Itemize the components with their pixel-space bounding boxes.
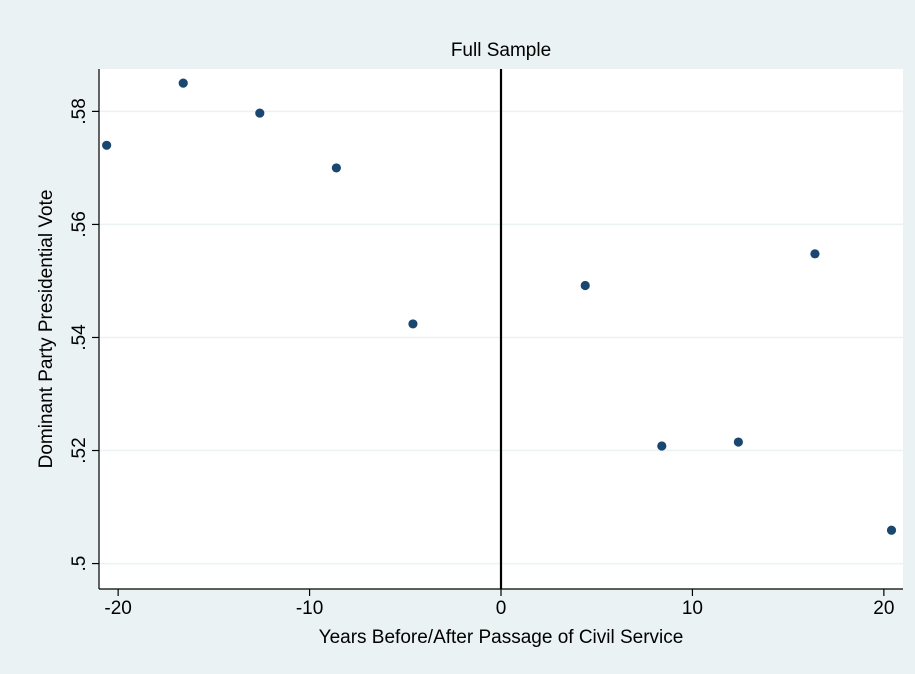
data-point (810, 249, 820, 259)
x-tick-label: 10 (682, 598, 703, 619)
data-point (102, 140, 112, 150)
x-tick-label: -20 (104, 598, 131, 619)
x-tick-label: -10 (296, 598, 323, 619)
chart-title: Full Sample (451, 40, 551, 61)
y-tick-label: .56 (69, 211, 90, 237)
data-point (255, 108, 265, 118)
data-point (408, 319, 418, 329)
x-axis-label: Years Before/After Passage of Civil Serv… (319, 627, 684, 648)
y-tick-label: .5 (69, 556, 90, 572)
x-tick-label: 20 (873, 598, 894, 619)
x-tick-label: 0 (496, 598, 507, 619)
data-point (178, 78, 188, 88)
data-point (331, 163, 341, 173)
y-axis-label: Dominant Party Presidential Vote (36, 190, 57, 469)
data-point (733, 437, 743, 447)
y-tick-label: .58 (69, 98, 90, 124)
data-point (580, 280, 590, 291)
data-points (102, 78, 897, 535)
y-tick-label: .54 (69, 324, 90, 351)
axes: .5 .52 .54 .56 .58 -20 -10 0 10 20 (69, 69, 903, 619)
data-point (886, 525, 897, 535)
y-tick-label: .52 (69, 437, 90, 463)
data-point (657, 441, 667, 451)
